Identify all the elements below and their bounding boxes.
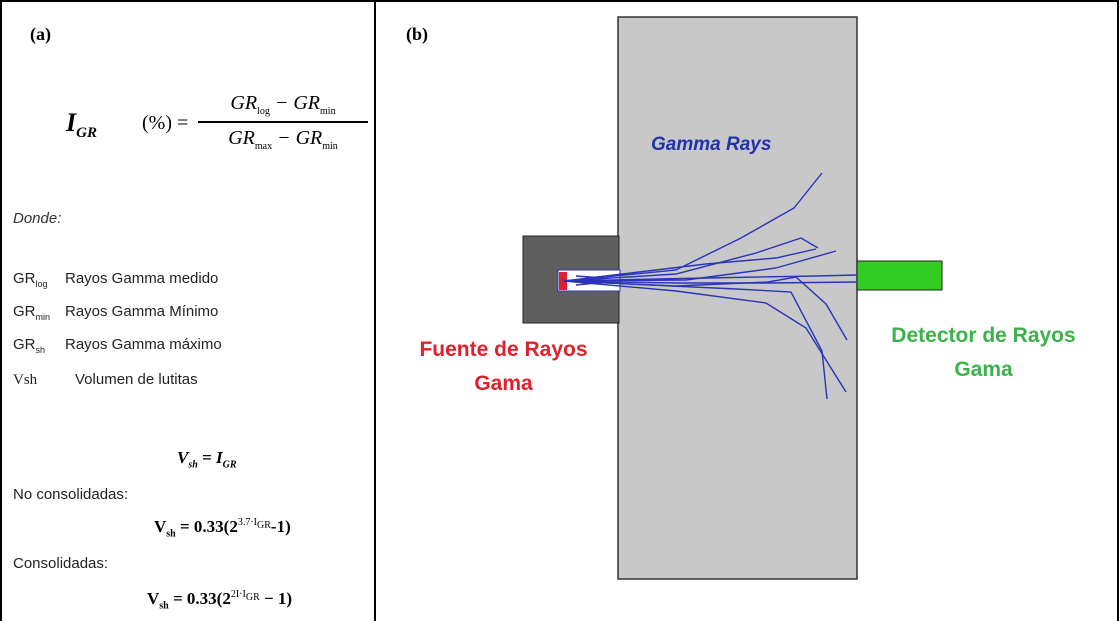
definition-symbol: Vsh [13, 372, 38, 388]
gamma-tool-diagram [522, 16, 943, 580]
detector-label-line1: Detector de Rayos [891, 324, 1076, 347]
source-label-line2: Gama [474, 372, 533, 395]
gamma-ray-paths [563, 172, 858, 400]
no-consolidadas-label: No consolidadas: [13, 486, 129, 503]
detector-label-line2: Gama [954, 358, 1013, 381]
detector-label: Detector de Rayos Gama [841, 319, 1119, 387]
fraction-bar [198, 121, 368, 123]
igr-numerator: GRlog − GRmin [230, 92, 336, 117]
definition-text: Volumen de lutitas [75, 371, 198, 388]
igr-formula: IGR (%) = GRlog − GRmin GRmax − GRmin [62, 90, 372, 170]
consolidadas-label: Consolidadas: [13, 555, 109, 572]
igr-lhs: IGR [66, 108, 97, 142]
ray-path [563, 280, 858, 284]
panel-a-equations: (a) IGR (%) = GRlog − GRmin GRmax − GRmi… [0, 0, 376, 621]
definition-gr-log: GRlog Rayos Gamma medido [13, 270, 218, 289]
definition-symbol: GRmin [13, 303, 51, 322]
gamma-detector [856, 260, 943, 291]
igr-fraction: GRlog − GRmin GRmax − GRmin [198, 92, 368, 152]
formation-block [617, 16, 858, 580]
ray-path [575, 275, 605, 279]
ray-path [575, 281, 607, 286]
vsh-unconsolidated-equation: Vsh = 0.33(23.7·IGR-1) [154, 517, 291, 540]
definition-vsh: Vsh Volumen de lutitas [13, 371, 198, 389]
ray-path [563, 274, 858, 282]
ray-path [563, 172, 823, 282]
panel-a-label: (a) [30, 24, 51, 44]
ray-path [563, 237, 819, 282]
igr-percent: (%) = [142, 112, 189, 134]
source-label: Fuente de Rayos Gama [386, 333, 621, 401]
ray-path [563, 250, 837, 282]
ray-path [563, 276, 848, 341]
vsh-equation: Vsh = IGR [177, 448, 237, 471]
definition-gr-min: GRmin Rayos Gamma Mínimo [13, 303, 218, 322]
source-label-line1: Fuente de Rayos [419, 338, 588, 361]
definition-symbol: GRsh [13, 336, 46, 355]
panel-b-diagram: (b) Gamma Rays Fuente de Rayos Gama Dete… [376, 0, 1119, 621]
gamma-source [559, 272, 567, 290]
definition-text: Rayos Gamma Mínimo [65, 303, 219, 320]
ray-path [563, 280, 847, 393]
igr-denominator: GRmax − GRmin [228, 126, 338, 152]
panel-b-label: (b) [406, 24, 428, 44]
definition-text: Rayos Gamma medido [65, 270, 219, 287]
definition-text: Rayos Gamma máximo [65, 336, 222, 353]
vsh-consolidated-equation: Vsh = 0.33(22I·IGR − 1) [147, 589, 293, 612]
definition-symbol: GRlog [13, 270, 48, 289]
gamma-rays-label: Gamma Rays [651, 134, 772, 155]
donde-label: Donde: [13, 210, 62, 227]
ray-path [563, 248, 817, 282]
definition-gr-sh: GRsh Rayos Gamma máximo [13, 336, 222, 355]
